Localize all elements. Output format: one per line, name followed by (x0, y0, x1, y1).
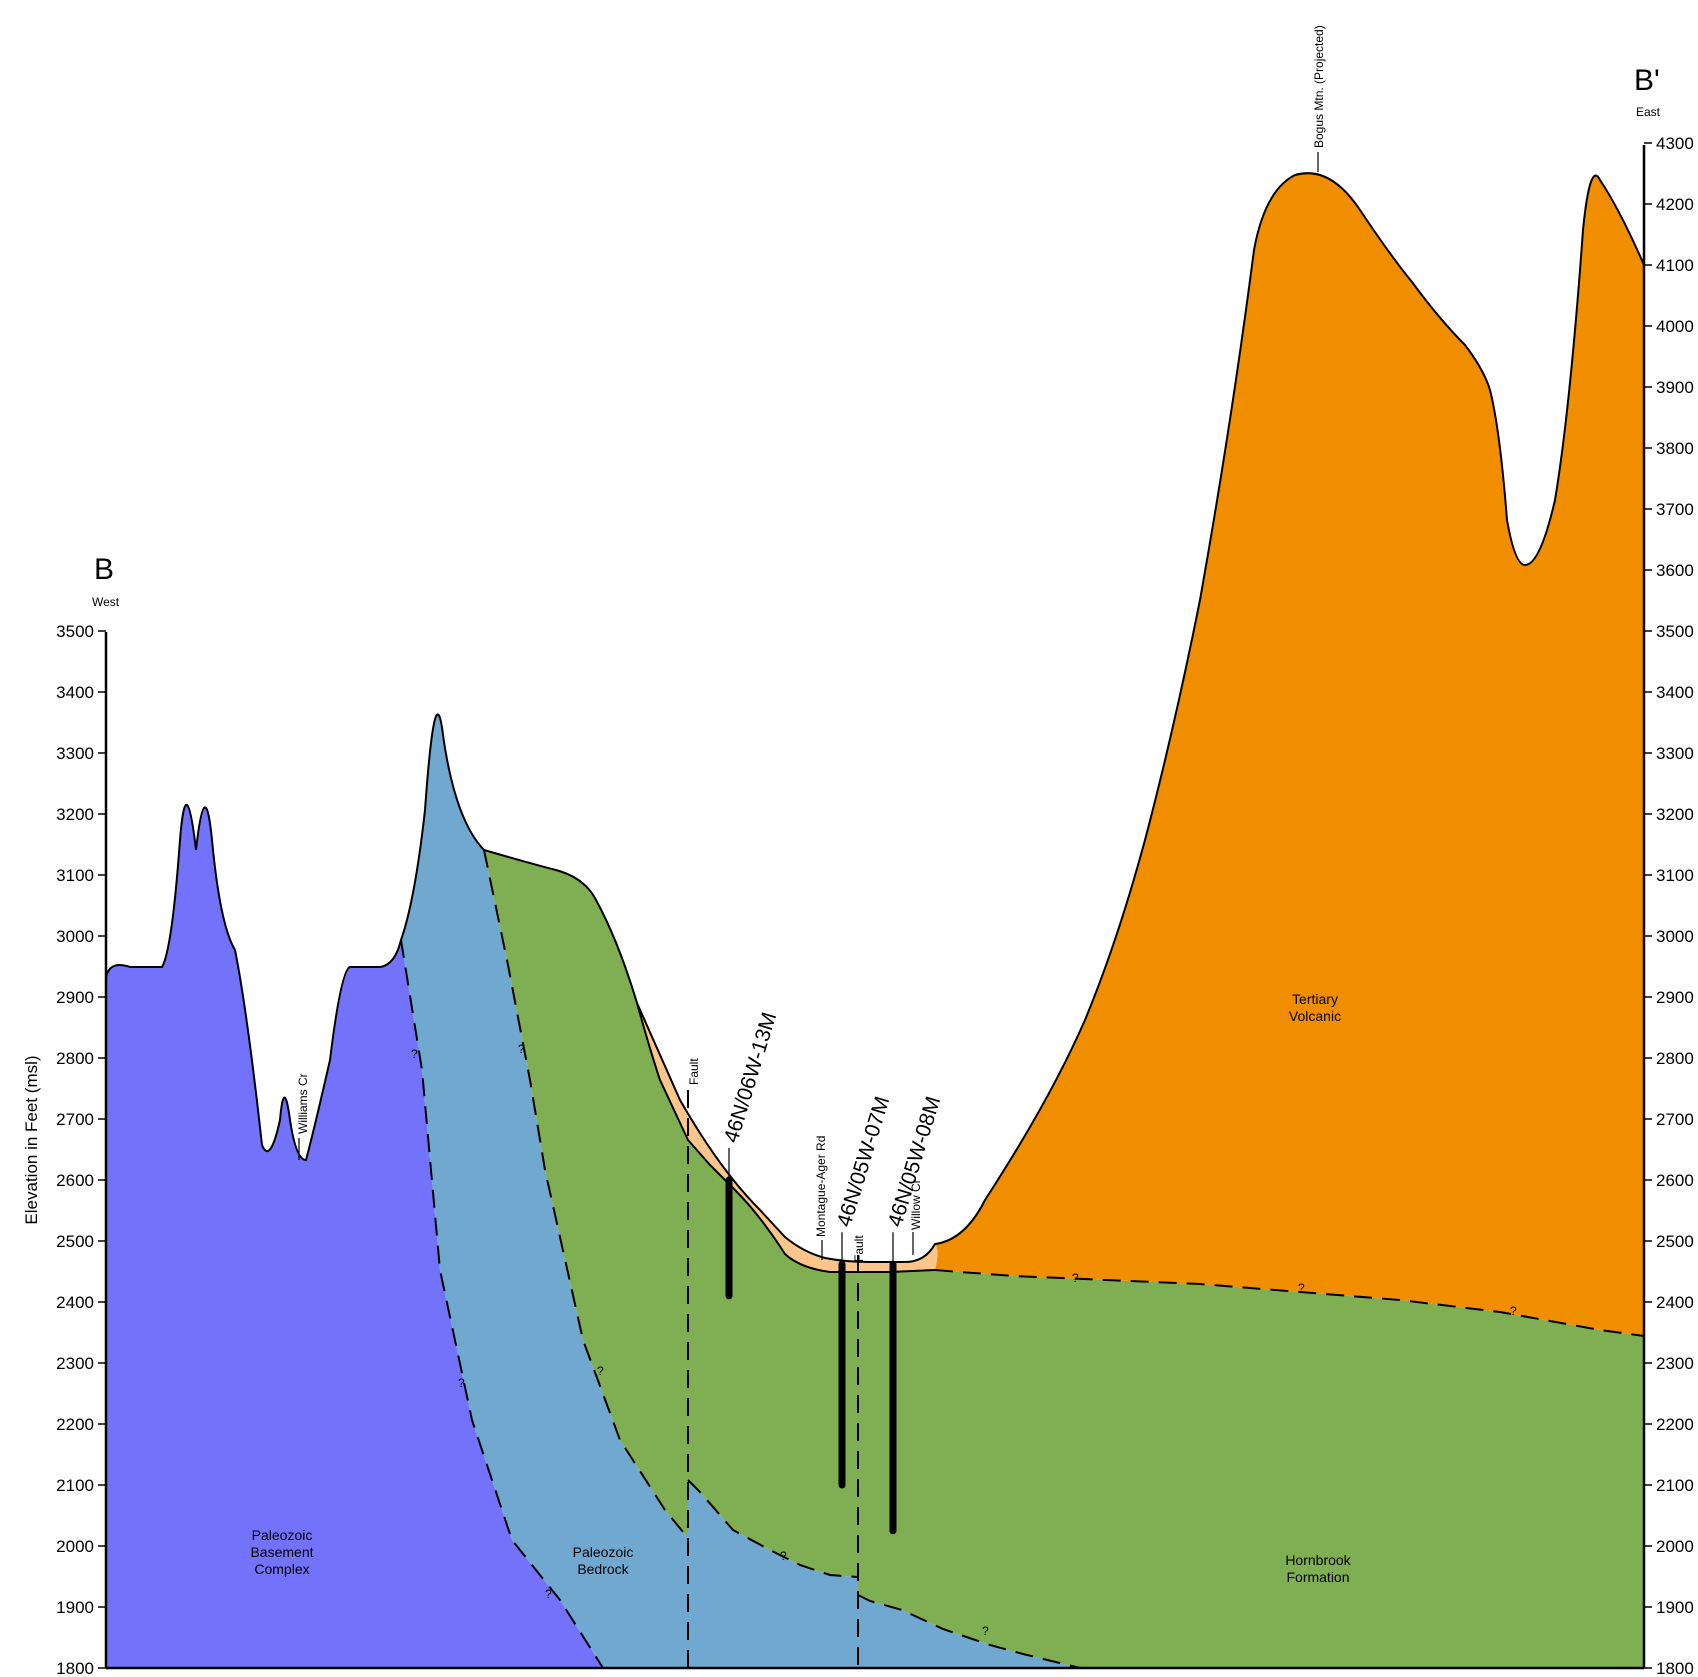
axis-tick-label: 2900 (56, 988, 94, 1007)
fault-east-label: Fault (852, 1235, 866, 1262)
section-east-label: B' (1634, 64, 1660, 97)
axis-tick-label: 4100 (1656, 256, 1694, 275)
axis-tick-label: 3200 (56, 805, 94, 824)
axis-tick-label: 2100 (56, 1476, 94, 1495)
axis-tick-label: 1900 (56, 1598, 94, 1617)
uncertain-contact-mark: ? (780, 1549, 787, 1563)
willow-creek-label: Willow Cr (909, 1179, 923, 1230)
axis-tick-label: 2200 (56, 1415, 94, 1434)
tertiary-volcanic-layer (935, 173, 1644, 1336)
uncertain-contact-mark: ? (597, 1364, 604, 1378)
uncertain-contact-mark: ? (1072, 1271, 1079, 1285)
axis-tick-label: 2000 (1656, 1537, 1694, 1556)
axis-tick-label: 2400 (56, 1293, 94, 1312)
basement-bedrock-contact (400, 939, 604, 1669)
hornbrook-volcanic-contact (934, 1269, 1645, 1337)
axis-tick-label: 2000 (56, 1537, 94, 1556)
axis-tick-label: 3800 (1656, 439, 1694, 458)
paleozoic-bedrock-layer (401, 714, 1080, 1668)
axis-tick-label: 1800 (1656, 1659, 1694, 1677)
bedrock-hornbrook-contact (483, 849, 689, 1539)
uncertain-contact-mark: ? (518, 1042, 525, 1056)
paleozoic-basement-complex-layer (106, 804, 603, 1668)
axis-tick-label: 2500 (1656, 1232, 1694, 1251)
axis-tick-label: 2200 (1656, 1415, 1694, 1434)
uncertain-contact-mark: ? (1298, 1281, 1305, 1295)
section-east-direction: East (1636, 105, 1661, 119)
bogus-mountain-label: Bogus Mtn. (Projected) (1312, 25, 1326, 148)
hornbrook-label: Hornbrook Formation (1285, 1552, 1351, 1585)
montague-road-label: Montague-Ager Rd (814, 1136, 828, 1237)
axis-tick-label: 2400 (1656, 1293, 1694, 1312)
axis-tick-label: 2800 (1656, 1049, 1694, 1068)
basement-label: Paleozoic Basement Complex (250, 1527, 313, 1577)
axis-tick-label: 3100 (56, 866, 94, 885)
axis-tick-label: 3200 (1656, 805, 1694, 824)
axis-tick-label: 3900 (1656, 378, 1694, 397)
ground-surface-line (105, 172, 1645, 1263)
axis-tick-label: 3000 (1656, 927, 1694, 946)
uncertain-contact-mark: ? (1510, 1304, 1517, 1318)
axis-tick-label: 4000 (1656, 317, 1694, 336)
alluvium-base-line (636, 1002, 936, 1273)
well-label: 46N/05W-07M (833, 1094, 894, 1230)
axis-tick-label: 2500 (56, 1232, 94, 1251)
axis-tick-label: 3300 (1656, 744, 1694, 763)
uncertain-contact-mark: ? (545, 1587, 552, 1601)
axis-tick-label: 3300 (56, 744, 94, 763)
axis-tick-label: 4300 (1656, 134, 1694, 153)
axis-tick-label: 2100 (1656, 1476, 1694, 1495)
axis-tick-label: 2900 (1656, 988, 1694, 1007)
fault-west-label: Fault (687, 1058, 701, 1085)
axis-tick-label: 2700 (1656, 1110, 1694, 1129)
axis-tick-label: 1900 (1656, 1598, 1694, 1617)
axis-tick-label: 2300 (1656, 1354, 1694, 1373)
section-west-direction: West (92, 595, 120, 609)
volcanic-label: Tertiary Volcanic (1289, 991, 1341, 1024)
axis-tick-label: 3100 (1656, 866, 1694, 885)
axis-tick-label: 1800 (56, 1659, 94, 1677)
axis-tick-label: 3500 (1656, 622, 1694, 641)
y-axis-title: Elevation in Feet (msl) (22, 1055, 41, 1224)
bedrock-hornbrook-contact-east (687, 1479, 1081, 1669)
alluvium-layer (637, 1003, 938, 1272)
axis-tick-label: 2700 (56, 1110, 94, 1129)
axis-tick-label: 3500 (56, 622, 94, 641)
well-label: 46N/06W-13M (720, 1010, 781, 1146)
axis-tick-label: 4200 (1656, 195, 1694, 214)
axis-tick-label: 3700 (1656, 500, 1694, 519)
hornbrook-formation-layer (484, 850, 1644, 1668)
bedrock-label: Paleozoic Bedrock (573, 1544, 634, 1577)
section-west-label: B (94, 553, 114, 586)
axis-tick-label: 2300 (56, 1354, 94, 1373)
uncertain-contact-mark: ? (458, 1376, 465, 1390)
williams-creek-label: Williams Cr (296, 1073, 310, 1134)
axis-tick-label: 3400 (1656, 683, 1694, 702)
uncertain-contact-mark: ? (982, 1624, 989, 1638)
axis-tick-label: 2800 (56, 1049, 94, 1068)
axis-tick-label: 2600 (56, 1171, 94, 1190)
uncertain-contact-mark: ? (411, 1047, 418, 1061)
axis-tick-label: 2600 (1656, 1171, 1694, 1190)
axis-tick-label: 3400 (56, 683, 94, 702)
axis-tick-label: 3600 (1656, 561, 1694, 580)
axis-tick-label: 3000 (56, 927, 94, 946)
